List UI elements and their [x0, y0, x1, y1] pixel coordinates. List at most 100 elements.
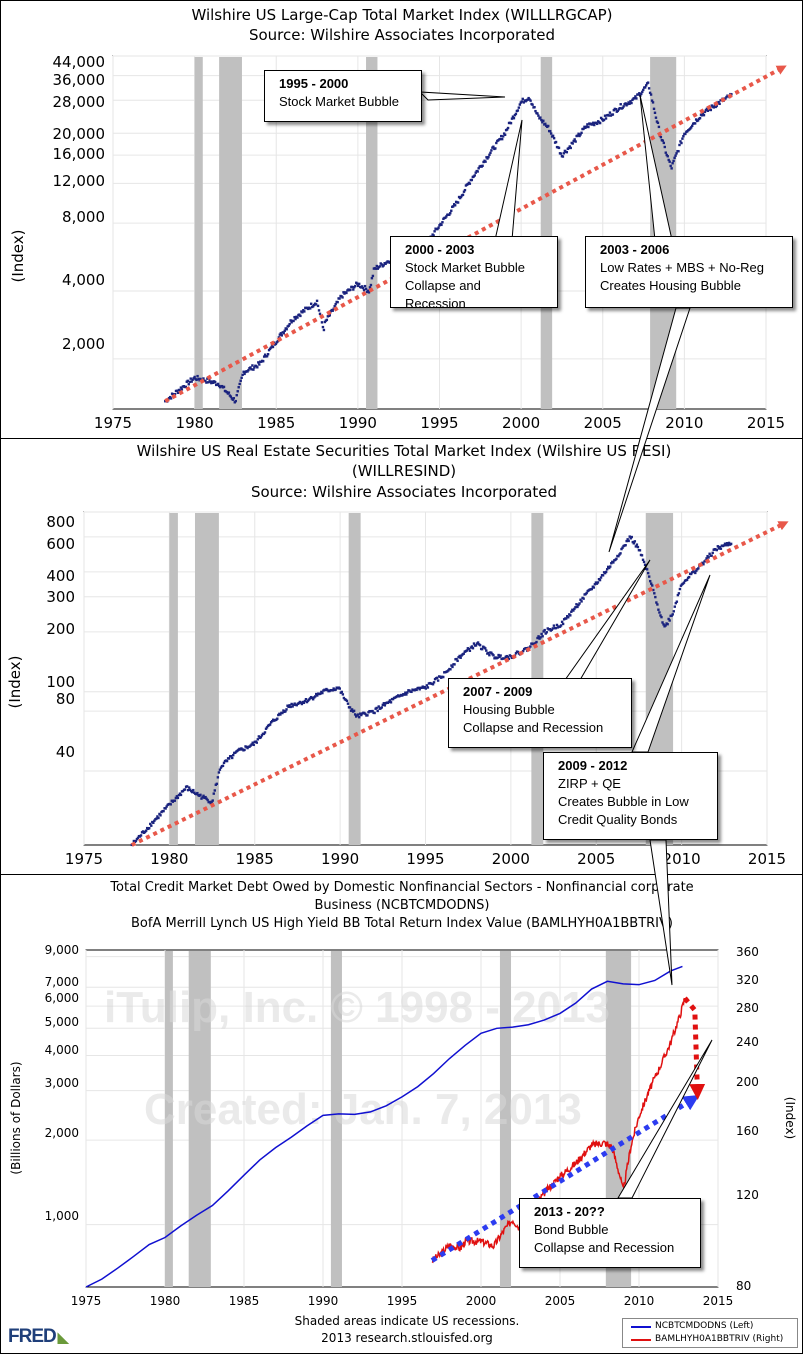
data-point: [266, 353, 270, 356]
y-tick: 400: [46, 567, 75, 585]
data-point: [189, 788, 192, 791]
data-point: [260, 734, 264, 737]
annotation-heading: 2013 - 20??: [534, 1204, 605, 1219]
data-point: [199, 793, 202, 797]
data-point: [255, 741, 258, 744]
data-point: [651, 101, 655, 104]
annotation-line: Housing Bubble: [463, 702, 555, 717]
data-point: [624, 544, 627, 547]
data-point: [441, 221, 444, 224]
data-point: [448, 213, 451, 216]
y-tick-left: 2,000: [45, 1126, 79, 1140]
data-point: [268, 723, 272, 726]
data-point: [240, 376, 243, 380]
data-point: [655, 601, 658, 604]
data-point: [605, 568, 609, 571]
data-point: [285, 328, 288, 331]
data-point: [711, 551, 714, 555]
recession-note: Shaded areas indicate US recessions.: [295, 1314, 520, 1328]
data-point: [568, 145, 571, 148]
data-point: [265, 726, 269, 729]
data-point: [551, 134, 555, 137]
legend-swatch-blue: [631, 1326, 651, 1328]
data-point: [628, 102, 631, 106]
data-point: [239, 379, 242, 382]
data-point: [595, 582, 599, 585]
data-point: [141, 830, 145, 833]
data-point: [319, 692, 322, 695]
data-point: [494, 147, 497, 150]
data-point: [380, 263, 383, 266]
data-point: [490, 149, 493, 152]
data-point: [626, 102, 629, 106]
data-point: [540, 632, 543, 636]
data-point: [685, 578, 689, 582]
data-point: [659, 135, 663, 139]
data-point: [205, 797, 208, 800]
data-point: [506, 655, 510, 659]
recession-band: [330, 951, 342, 1287]
data-point: [698, 116, 702, 120]
data-point: [201, 796, 204, 799]
data-point: [274, 342, 278, 346]
data-point: [604, 570, 608, 574]
data-point: [432, 681, 436, 684]
data-point: [447, 669, 450, 672]
annotation-2007-2009: 2007 - 2009 Housing Bubble Collapse and …: [448, 678, 632, 748]
data-point: [529, 645, 532, 648]
data-point: [499, 654, 502, 657]
data-point: [206, 377, 209, 380]
data-point: [295, 703, 298, 707]
data-point: [617, 554, 620, 558]
data-point: [451, 665, 454, 669]
data-point: [209, 802, 212, 805]
legend-item: BAMLHYH0A1BBTRIV (Right): [623, 1333, 797, 1345]
data-point: [706, 554, 709, 558]
data-point: [303, 699, 307, 703]
data-point: [293, 315, 296, 319]
data-point: [591, 123, 594, 126]
data-point: [545, 631, 548, 634]
data-point: [521, 649, 525, 653]
data-point: [710, 554, 713, 557]
data-point: [334, 302, 337, 306]
data-point: [724, 544, 728, 547]
data-point: [450, 664, 453, 667]
data-point: [571, 142, 574, 145]
data-point: [453, 204, 457, 207]
data-point: [135, 837, 139, 841]
data-point: [311, 305, 315, 308]
data-point: [578, 134, 581, 138]
data-point: [487, 155, 490, 159]
data-point: [640, 92, 643, 96]
data-point: [456, 201, 460, 204]
data-point: [490, 651, 493, 655]
data-point: [366, 289, 370, 292]
annotation-line: Creates Bubble in Low: [558, 794, 689, 809]
data-point: [279, 332, 283, 335]
data-point: [436, 227, 439, 231]
data-point: [505, 128, 509, 131]
data-point: [175, 389, 179, 392]
data-point: [252, 368, 255, 371]
data-point: [539, 636, 542, 639]
data-point: [715, 104, 718, 108]
data-point: [694, 118, 698, 121]
data-point: [531, 103, 534, 106]
data-point: [702, 113, 706, 117]
y-tick-left: 3,000: [45, 1076, 79, 1090]
debt-line: [85, 965, 683, 1288]
data-point: [380, 706, 383, 709]
data-point: [345, 291, 348, 295]
data-point: [192, 377, 195, 380]
data-point: [619, 103, 622, 106]
data-point: [634, 545, 638, 548]
data-point: [256, 366, 259, 369]
data-point: [288, 704, 291, 707]
recession-band: [540, 57, 553, 409]
x-tick: 1980: [150, 850, 188, 868]
data-point: [155, 817, 158, 820]
data-point: [569, 614, 572, 617]
panel-1-title: Wilshire US Large-Cap Total Market Index…: [191, 6, 612, 24]
data-point: [179, 386, 183, 389]
